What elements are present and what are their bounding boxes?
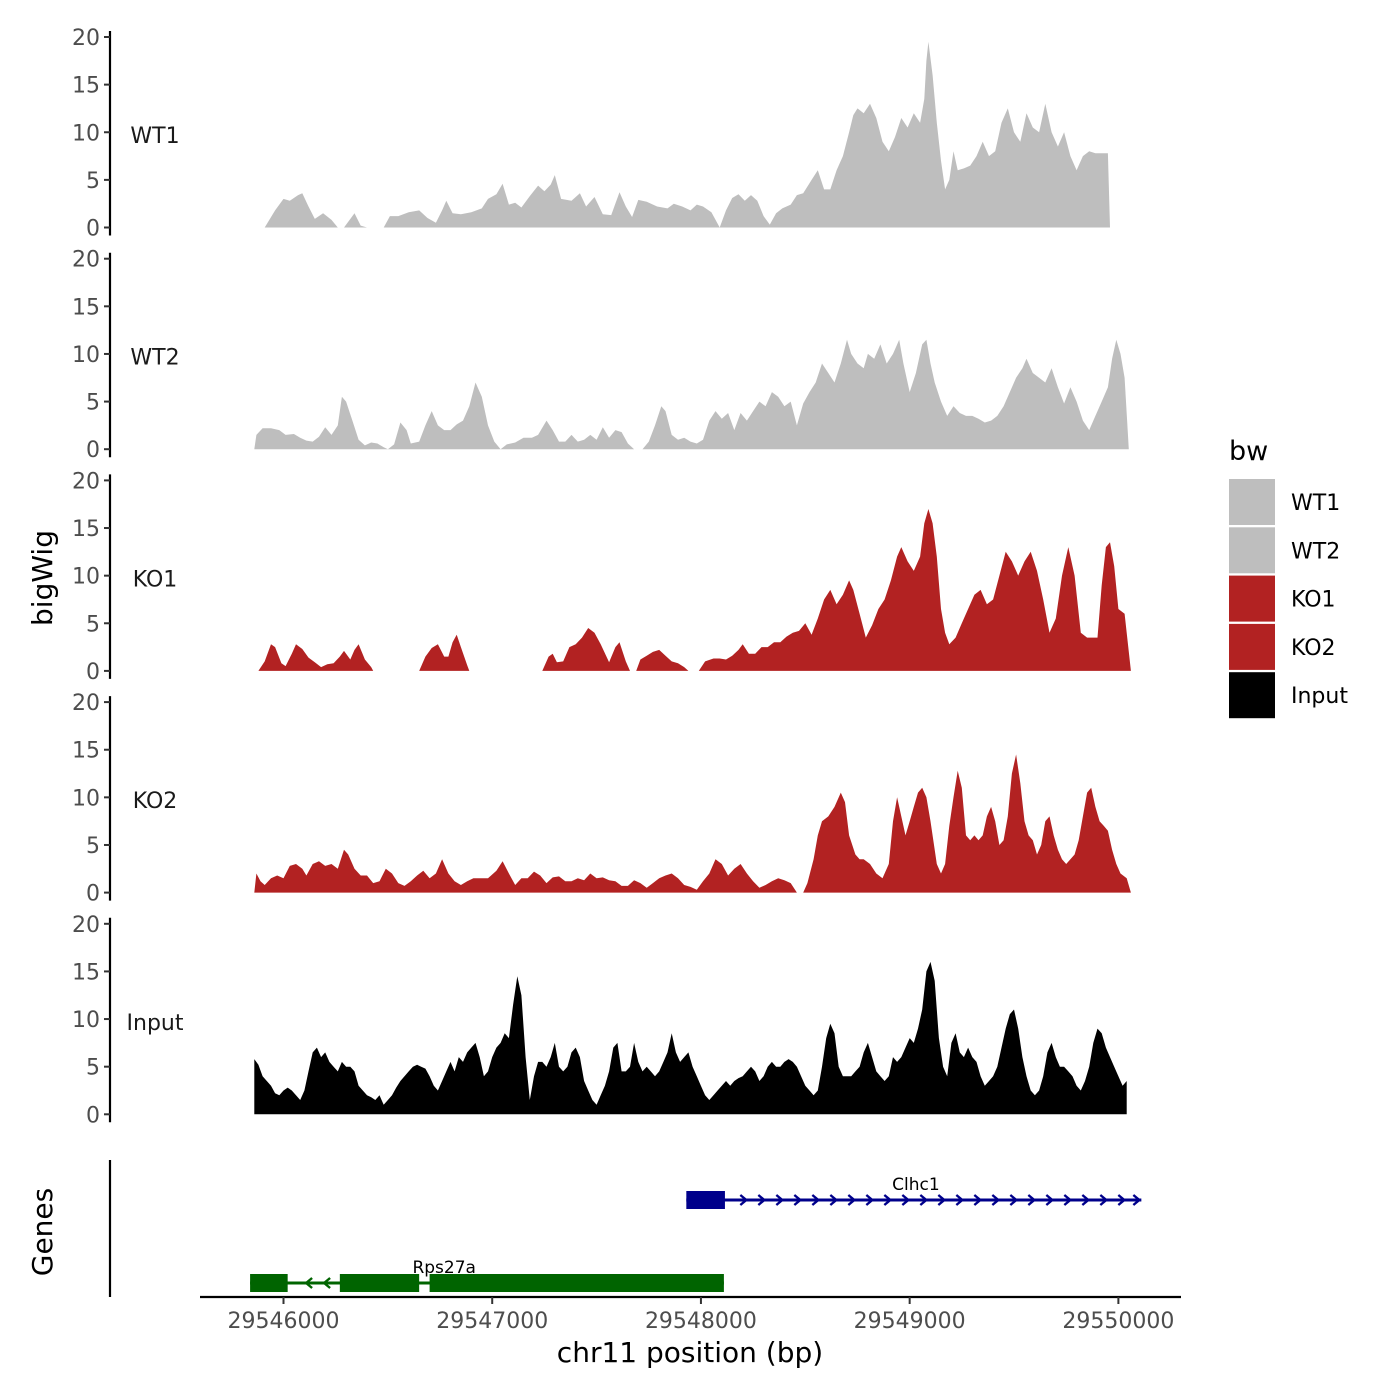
y-tick-label: 15: [72, 739, 100, 764]
legend-swatch-wt1: [1229, 479, 1275, 525]
y-tick-label: 5: [86, 1056, 100, 1081]
strand-arrow: [1099, 1194, 1109, 1206]
strand-arrow: [1009, 1194, 1019, 1206]
gene-label-rps27a: Rps27a: [412, 1258, 476, 1278]
y-tick-label: 20: [72, 248, 100, 273]
x-axis: 29546000 29547000 29548000 29549000 29550000: [200, 1295, 1181, 1334]
coverage-area-ko2: [254, 754, 1131, 893]
strand-arrow: [1027, 1194, 1037, 1206]
strand-arrow: [883, 1194, 893, 1206]
x-tick-label: 29546000: [227, 1309, 339, 1334]
y-tick-label: 0: [86, 660, 100, 685]
exon: [429, 1274, 724, 1292]
x-axis-title: chr11 position (bp): [557, 1336, 823, 1369]
legend-swatch-ko2: [1229, 623, 1275, 670]
y-axis-title: bigWig: [26, 530, 59, 626]
y-tick-label: 5: [86, 612, 100, 637]
strand-arrow: [919, 1194, 929, 1206]
y-tick-label: 15: [72, 295, 100, 320]
legend-label-wt1: WT1: [1291, 491, 1340, 516]
track-label-wt1: WT1: [130, 124, 179, 149]
track-label-input: Input: [127, 1011, 184, 1036]
exon: [686, 1191, 725, 1209]
x-tick-label: 29550000: [1062, 1309, 1174, 1334]
coverage-area-input: [254, 961, 1127, 1115]
y-tick-label: 20: [72, 469, 100, 494]
y-tick-label: 20: [72, 26, 100, 51]
x-tick-label: 29547000: [436, 1309, 548, 1334]
strand-arrow: [322, 1277, 331, 1289]
strand-arrow: [1081, 1194, 1091, 1206]
gene-rps27a: Rps27a: [250, 1258, 724, 1292]
strand-arrow: [955, 1194, 965, 1206]
gene-clhc1: Clhc1: [686, 1175, 1142, 1209]
y-tick-label: 10: [72, 786, 100, 811]
exon: [339, 1274, 420, 1292]
y-tick-label: 10: [72, 565, 100, 590]
coverage-area-ko1: [258, 509, 1131, 671]
strand-arrow: [847, 1194, 857, 1206]
y-tick-label: 10: [72, 343, 100, 368]
legend-swatch-input: [1229, 672, 1275, 719]
strand-arrow: [757, 1194, 767, 1206]
strand-arrow: [1117, 1194, 1127, 1206]
legend-swatch-wt2: [1229, 527, 1275, 574]
y-tick-label: 20: [72, 913, 100, 938]
y-tick-label: 15: [72, 517, 100, 542]
track-wt2: 0 5 10 15 20 WT2: [72, 248, 1129, 463]
y-tick-label: 15: [72, 74, 100, 99]
strand-arrow: [1063, 1194, 1073, 1206]
strand-arrow: [973, 1194, 983, 1206]
track-wt1: 0 5 10 15 20 WT1: [72, 26, 1110, 242]
track-input: 0 5 10 15 20 Input: [72, 913, 1127, 1128]
track-label-ko1: KO1: [133, 567, 178, 592]
legend-label-wt2: WT2: [1291, 539, 1340, 564]
y-tick-label: 5: [86, 169, 100, 194]
coverage-area-wt2: [254, 339, 1129, 450]
x-tick-label: 29549000: [854, 1309, 966, 1334]
track-label-wt2: WT2: [130, 346, 179, 371]
y-tick-label: 10: [72, 1008, 100, 1033]
y-tick-label: 10: [72, 121, 100, 146]
y-tick-label: 20: [72, 691, 100, 716]
strand-arrow: [901, 1194, 911, 1206]
track-label-ko2: KO2: [133, 789, 178, 814]
y-tick-label: 0: [86, 1103, 100, 1128]
legend-swatch-ko1: [1229, 575, 1275, 622]
y-tick-label: 0: [86, 438, 100, 463]
legend-label-ko1: KO1: [1291, 588, 1336, 613]
strand-arrow: [991, 1194, 1001, 1206]
y-tick-label: 15: [72, 960, 100, 985]
gene-annotation-panel: Clhc1 Rps27a: [108, 1160, 1142, 1297]
strand-arrow: [775, 1194, 785, 1206]
genes-axis-title: Genes: [26, 1188, 59, 1276]
strand-arrow: [937, 1194, 947, 1206]
gene-label-clhc1: Clhc1: [892, 1175, 940, 1195]
strand-arrow: [1045, 1194, 1055, 1206]
coverage-tracks: 0 5 10 15 20 WT1 0 5 10 15 20 WT2 0 5 10 15 20 KO1 0 5 10 15 2…: [72, 26, 1131, 1128]
strand-arrow: [811, 1194, 821, 1206]
strand-arrow: [793, 1194, 803, 1206]
strand-arrow: [739, 1194, 749, 1206]
legend-label-input: Input: [1291, 684, 1348, 709]
track-ko2: 0 5 10 15 20 KO2: [72, 691, 1131, 907]
track-ko1: 0 5 10 15 20 KO1: [72, 469, 1131, 685]
legend-title: bw: [1229, 436, 1268, 467]
y-tick-label: 5: [86, 834, 100, 859]
y-tick-label: 5: [86, 391, 100, 416]
strand-arrow: [829, 1194, 839, 1206]
legend: bw WT1 WT2 KO1 KO2 Input: [1229, 436, 1348, 719]
strand-arrow: [304, 1277, 313, 1289]
legend-label-ko2: KO2: [1291, 636, 1336, 661]
y-tick-label: 0: [86, 217, 100, 242]
coverage-area-wt1: [264, 41, 1110, 228]
exon: [250, 1274, 288, 1292]
x-tick-label: 29548000: [645, 1309, 757, 1334]
y-tick-label: 0: [86, 882, 100, 907]
strand-arrow: [865, 1194, 875, 1206]
strand-arrow: [1132, 1194, 1142, 1206]
